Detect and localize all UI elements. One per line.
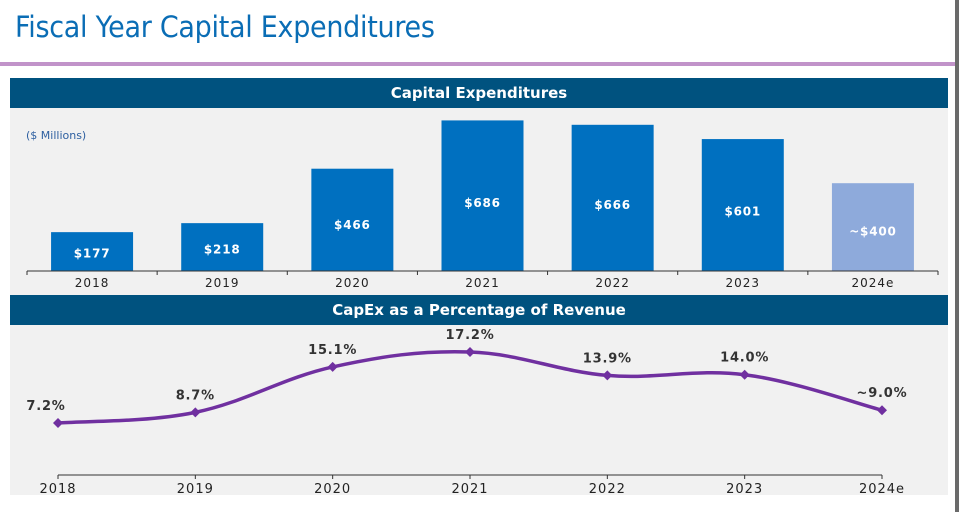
x-tick-label: 2022 bbox=[595, 276, 630, 290]
data-point-2024e bbox=[877, 405, 887, 416]
pct-chart-title: CapEx as a Percentage of Revenue bbox=[10, 295, 948, 325]
window-edge bbox=[955, 0, 959, 512]
capex-chart-title: Capital Expenditures bbox=[10, 78, 948, 108]
data-point-2021 bbox=[465, 347, 475, 357]
point-data-label: ~9.0% bbox=[857, 386, 908, 401]
bar-data-label: $666 bbox=[594, 198, 631, 212]
x-tick-label: 2020 bbox=[335, 276, 370, 290]
bar-2019 bbox=[181, 223, 264, 271]
data-point-2022 bbox=[602, 370, 613, 381]
x-tick-label: 2018 bbox=[39, 482, 76, 495]
data-point-2020 bbox=[327, 361, 338, 372]
point-data-label: 8.7% bbox=[176, 388, 215, 403]
x-tick-label: 2023 bbox=[726, 482, 763, 495]
x-tick-label: 2022 bbox=[589, 482, 626, 495]
bar-2024e bbox=[831, 183, 914, 271]
x-tick-label: 2021 bbox=[465, 276, 500, 290]
capex-pct-line-chart: 2018 2019 2020 2021 2022 2023 2024e 7.2% 8.7% 15… bbox=[26, 328, 908, 497]
point-data-label: 17.2% bbox=[445, 328, 494, 343]
capex-bar-chart: ($ Millions) $177 $218 $466 $686 $666 $601 ~$4… bbox=[26, 120, 939, 290]
x-tick-label: 2018 bbox=[75, 276, 110, 290]
point-data-label: 14.0% bbox=[720, 351, 769, 366]
x-tick-label: 2024e bbox=[851, 276, 894, 290]
bar-2018 bbox=[51, 232, 134, 271]
x-tick-label: 2019 bbox=[205, 276, 240, 290]
point-data-label: 13.9% bbox=[583, 351, 632, 366]
x-tick-label: 2019 bbox=[177, 482, 214, 495]
x-tick-label: 2023 bbox=[726, 276, 761, 290]
bar-data-label: $218 bbox=[204, 242, 241, 256]
pct-chart-panel: 2018 2019 2020 2021 2022 2023 2024e 7.2% 8.7% 15… bbox=[10, 325, 948, 497]
point-data-label: 7.2% bbox=[26, 399, 65, 414]
bar-2020 bbox=[311, 168, 394, 271]
bar-data-label: $466 bbox=[334, 218, 371, 232]
title-divider bbox=[0, 62, 955, 66]
unit-label: ($ Millions) bbox=[26, 129, 86, 142]
data-point-2018 bbox=[53, 418, 63, 428]
bar-data-label: $686 bbox=[464, 196, 501, 210]
bar-data-label: ~$400 bbox=[849, 224, 896, 238]
bar-2023 bbox=[701, 139, 784, 271]
page-title: Fiscal Year Capital Expenditures bbox=[15, 10, 435, 44]
bar-data-label: $177 bbox=[74, 247, 111, 261]
bar-2022 bbox=[571, 124, 654, 271]
point-data-label: 15.1% bbox=[308, 343, 357, 358]
bar-2021 bbox=[441, 120, 524, 271]
bar-data-label: $601 bbox=[724, 205, 761, 219]
x-tick-label: 2020 bbox=[314, 482, 351, 495]
data-point-2019 bbox=[190, 407, 201, 418]
x-tick-label: 2024e bbox=[859, 482, 905, 495]
capex-chart-panel: ($ Millions) $177 $218 $466 $686 $666 $601 ~$4… bbox=[10, 108, 948, 295]
data-point-2023 bbox=[739, 369, 750, 380]
x-tick-label: 2021 bbox=[451, 482, 488, 495]
